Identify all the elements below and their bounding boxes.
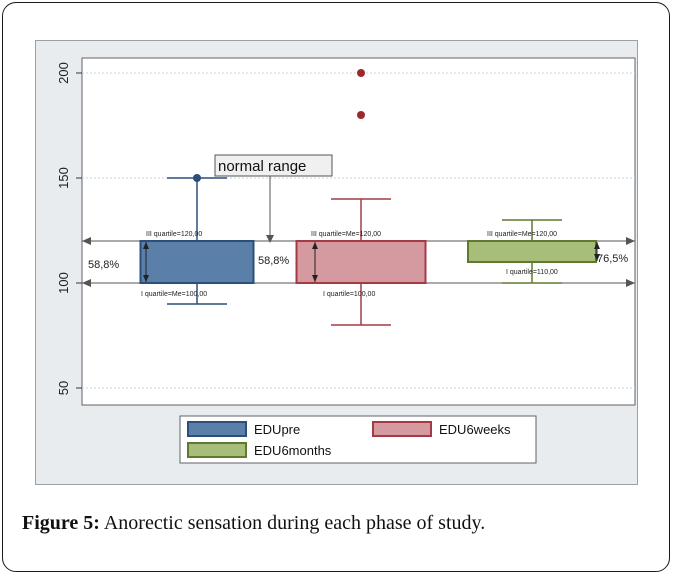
normal-range-callout: normal range xyxy=(214,154,333,243)
boxes xyxy=(139,69,600,326)
normal-range-arrowhead xyxy=(266,235,274,243)
legend-label-EDU6weeks: EDU6weeks xyxy=(439,422,511,437)
box-EDUpre xyxy=(139,174,255,305)
box-EDU6weeks xyxy=(295,69,427,326)
figure-caption-text: Anorectic sensation during each phase of… xyxy=(99,512,486,534)
outlier-point-EDU6weeks-1 xyxy=(357,69,365,77)
annotations: normal range III quartile=120,00 I quart… xyxy=(88,154,628,298)
reference-arrow-left-100 xyxy=(82,279,91,287)
box3-top-label: III quartile=Me=120,00 xyxy=(487,231,557,238)
normal-range-box xyxy=(214,154,333,177)
box1-bottom-label: I quartile=Me=100,00 xyxy=(141,291,207,298)
reference-arrow-right-100 xyxy=(626,279,635,287)
figure-caption-label: Figure 5: xyxy=(22,512,100,534)
legend-swatch-EDU6months xyxy=(187,442,247,458)
iqr-box-EDU6months xyxy=(467,240,597,263)
y-tick-label-150: 150 xyxy=(56,167,71,189)
normal-range-label: normal range xyxy=(218,158,306,175)
box2-pct-label: 58,8% xyxy=(258,255,289,267)
range-arrowhead-top-EDUpre xyxy=(143,242,149,249)
iqr-box-EDUpre xyxy=(139,240,255,284)
outlier-point-EDU6weeks-0 xyxy=(357,111,365,119)
y-axis: 50 100 150 200 xyxy=(56,62,82,395)
y-tick-label-200: 200 xyxy=(56,62,71,84)
y-tick-label-50: 50 xyxy=(56,381,71,395)
range-arrowhead-bottom-EDU6months xyxy=(594,254,600,261)
legend-label-EDU6months: EDU6months xyxy=(254,443,332,458)
box3-bottom-label: I quartile=110,00 xyxy=(506,269,558,276)
reference-arrow-right-120 xyxy=(626,237,635,245)
range-arrowhead-top-EDU6months xyxy=(594,242,600,249)
range-arrowhead-top-EDU6weeks xyxy=(312,242,318,249)
legend: EDUpre EDU6weeks EDU6months xyxy=(179,415,537,464)
legend-swatch-EDUpre xyxy=(187,421,247,437)
legend-label-EDUpre: EDUpre xyxy=(254,422,300,437)
box1-top-label: III quartile=120,00 xyxy=(146,231,202,238)
range-arrowhead-bottom-EDU6weeks xyxy=(312,275,318,282)
legend-swatch-EDU6weeks xyxy=(372,421,432,437)
figure-caption: Figure 5: Anorectic sensation during eac… xyxy=(22,512,485,535)
range-arrowhead-bottom-EDUpre xyxy=(143,275,149,282)
box3-pct-label: 76,5% xyxy=(597,253,628,265)
box2-top-label: III quartile=Me=120,00 xyxy=(311,231,381,238)
reference-arrow-left-120 xyxy=(82,237,91,245)
box1-pct-label: 58,8% xyxy=(88,259,119,271)
box-EDU6months xyxy=(467,219,600,284)
y-tick-label-100: 100 xyxy=(56,272,71,294)
box2-bottom-label: I quartile=100,00 xyxy=(323,291,375,298)
outlier-point-EDUpre-0 xyxy=(193,174,201,182)
